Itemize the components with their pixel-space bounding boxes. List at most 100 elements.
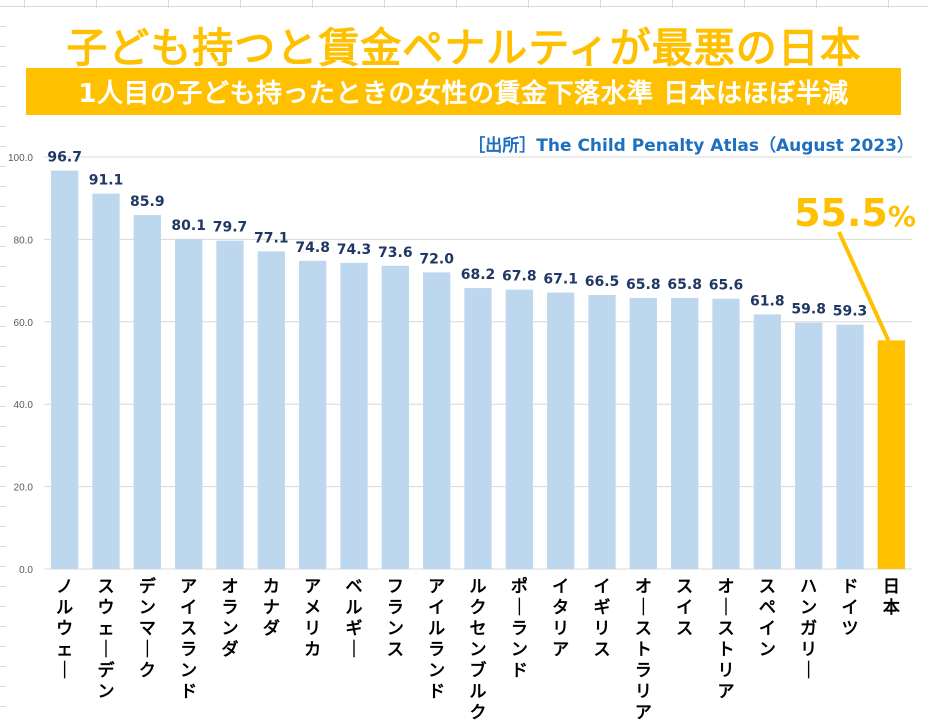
category-label-char: カ (304, 640, 321, 660)
category-label-char: ク (470, 703, 487, 721)
bar[interactable] (629, 297, 657, 569)
category-label-char: ン (180, 661, 197, 681)
value-label: 72.0 (419, 251, 454, 267)
value-label: 65.8 (667, 277, 702, 293)
category-label-char: オ (635, 577, 652, 597)
category-label: スイス (676, 577, 693, 639)
bar[interactable] (175, 238, 203, 569)
bar[interactable] (216, 240, 244, 570)
category-label-char: ク (470, 598, 487, 618)
callout-leader-line (837, 231, 891, 342)
category-label-char: ス (180, 619, 197, 639)
bar[interactable] (257, 251, 285, 569)
bar[interactable] (133, 215, 161, 570)
category-label-char: リ (635, 682, 652, 702)
category-label-char: ペ (759, 598, 776, 618)
category-labels: ノルウェ｜スウェ｜デンデンマ｜クアイスランドオランダカナダアメリカベルギ｜フラン… (56, 576, 900, 721)
value-label: 67.1 (543, 272, 578, 288)
value-label: 85.9 (130, 194, 165, 210)
category-label: スペイン (759, 577, 776, 660)
chart-subtitle: 1人目の子ども持ったときの女性の賃金下落水準 日本はほぼ半減 (78, 79, 849, 109)
category-label-char: ス (676, 577, 693, 597)
callout-label: 55.5% (794, 191, 916, 235)
category-label-char: リ (718, 661, 735, 681)
category-label-char: ト (635, 640, 652, 660)
category-label-char: ン (470, 640, 487, 660)
category-label-char: リ (800, 640, 817, 660)
category-label: ポ｜ランド (511, 576, 528, 681)
bar[interactable] (547, 292, 575, 569)
category-label-char: ベ (346, 577, 363, 597)
bar[interactable] (299, 260, 327, 569)
category-label-char: ギ (594, 598, 611, 618)
bar[interactable] (464, 288, 492, 569)
value-labels: 96.7 91.1 85.9 80.1 79.7 77.1 74.8 74.3 73.6 72.0… (47, 150, 867, 320)
category-label: スウェ｜デン (98, 577, 116, 702)
category-label-char: ン (387, 619, 404, 639)
category-label-char: セ (470, 619, 487, 639)
category-label-char: ン (759, 640, 776, 660)
callout-annotation: 55.5% (794, 191, 916, 342)
category-label: ハンガリ｜ (800, 577, 817, 681)
category-label-char: リ (304, 619, 321, 639)
category-label-char: ｜ (511, 597, 528, 618)
category-label-char: メ (304, 598, 321, 618)
category-label-char: イ (552, 577, 569, 597)
category-label-char: ｜ (56, 660, 73, 681)
bar[interactable] (381, 265, 409, 569)
category-label-char: ノ (56, 577, 73, 597)
category-label-char: ド (842, 577, 859, 597)
category-label-char: ア (180, 577, 197, 597)
category-label-char: ア (718, 682, 735, 702)
category-label-char: デ (98, 660, 116, 681)
bar[interactable] (671, 297, 699, 569)
value-label: 96.7 (47, 150, 82, 166)
category-label-char: イ (842, 598, 859, 618)
bar[interactable] (92, 193, 120, 569)
category-label: アイスランド (180, 577, 197, 702)
category-label-char: イ (676, 598, 693, 618)
source-note: ［出所］The Child Penalty Atlas（August 2023） (468, 136, 914, 156)
category-label-char: ガ (800, 619, 817, 639)
bar[interactable] (836, 324, 864, 569)
category-label-char: ラ (180, 640, 197, 660)
category-label: オランダ (222, 577, 239, 660)
category-label-char: イ (180, 598, 197, 618)
category-label-char: ツ (842, 619, 859, 639)
category-label-char: ポ (511, 576, 528, 597)
bar[interactable] (795, 322, 823, 569)
category-label-char: イ (428, 598, 445, 618)
category-label: アイルランド (428, 577, 445, 702)
bar-highlight[interactable] (877, 340, 905, 569)
bar[interactable] (753, 314, 781, 569)
value-label: 73.6 (378, 245, 413, 261)
value-label: 61.8 (750, 293, 785, 309)
value-label: 65.8 (626, 277, 661, 293)
bar[interactable] (588, 295, 616, 569)
category-label-char: リ (552, 619, 569, 639)
bar[interactable] (51, 170, 79, 569)
bar[interactable] (423, 272, 451, 569)
y-tick-label: 40.0 (14, 400, 34, 411)
category-label-char: オ (222, 577, 239, 597)
category-label-char: マ (139, 619, 156, 639)
category-label-char: ス (676, 619, 693, 639)
value-label: 59.3 (833, 304, 868, 320)
category-label-char: 本 (883, 597, 900, 618)
bar[interactable] (712, 298, 740, 569)
category-label-char: ェ (56, 640, 73, 660)
category-label-char: ス (718, 619, 735, 639)
category-label: ノルウェ｜ (56, 577, 73, 681)
category-label: ルクセンブルク (470, 577, 487, 721)
category-label-char: ェ (98, 619, 115, 639)
category-label: オ｜ストリア (718, 577, 735, 702)
bar[interactable] (340, 262, 368, 569)
category-label-char: ラ (387, 598, 404, 618)
category-label-char: ｜ (718, 597, 735, 618)
y-tick-label: 20.0 (14, 483, 34, 494)
category-label-char: ス (635, 619, 652, 639)
value-label: 65.6 (709, 278, 744, 294)
bar[interactable] (505, 289, 533, 569)
category-label-char: ウ (98, 598, 115, 618)
